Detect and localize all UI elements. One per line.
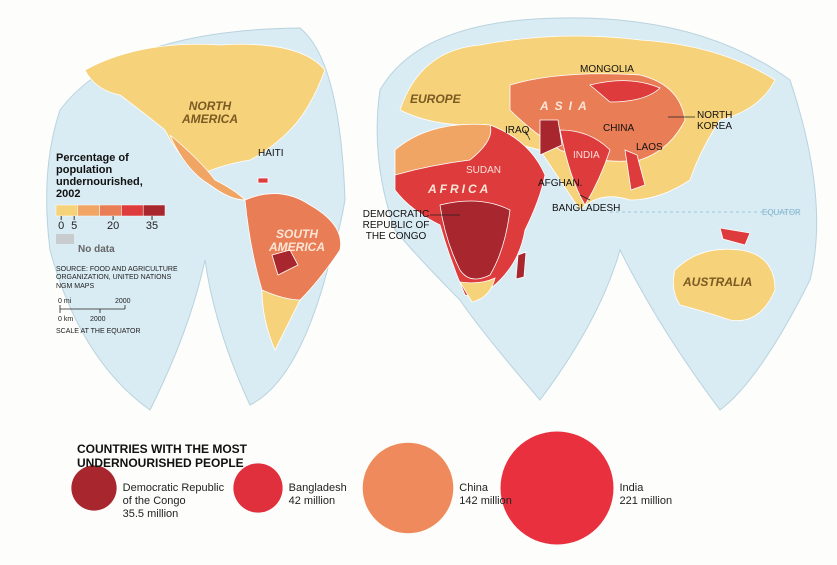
bubble-value: 35.5 million [122,508,179,520]
papua [719,227,751,246]
bubble-name: China [459,482,489,494]
bolivia [271,249,299,276]
scale-bar [59,305,126,313]
south-africa [459,277,496,303]
legend-tick-label: 35 [146,220,158,232]
bubble [500,431,614,545]
no-data-label: No data [78,244,115,255]
legend-bar: 0 5 20 35 [55,204,166,244]
continent-label: AFRICA [428,182,492,196]
country-label: LAOS [636,142,663,153]
madagascar [515,251,527,280]
land [84,35,776,351]
bubble [233,463,283,513]
continent-label: AUSTRALIA [683,275,753,289]
leaders [430,116,695,216]
continent-label: SOUTH AMERICA [269,227,325,254]
continent-label: ASIA [540,99,593,113]
country-label: DEMOCRATIC REPUBLIC OF THE CONGO [362,209,430,242]
scale-label: 2000 [90,316,106,323]
legend-tick-label: 20 [107,220,119,232]
north-africa [394,123,492,176]
bubble-name: Democratic Republic of the Congo [122,482,225,507]
central-africa [439,200,511,280]
mongolia [589,80,661,103]
country-label: IRAQ [505,125,530,136]
legend-swatch [121,204,144,217]
country-label: BANGLADESH [552,203,621,214]
bubble-name: India [619,482,644,494]
bubble-value: 142 million [459,495,512,507]
credit: NGM MAPS [56,283,95,290]
north-america [84,43,326,176]
australia [672,248,776,322]
bubble-value: 42 million [288,495,336,507]
laos [624,149,646,191]
bubble [71,465,117,511]
scale-label: 0 km [58,316,74,323]
bubble-name: Bangladesh [288,482,347,494]
continent-label: NORTH AMERICA [182,99,238,126]
country-label: SUDAN [466,165,502,176]
scale-note: SCALE AT THE EQUATOR [56,328,141,335]
bubble-title: COUNTRIES WITH THE MOST UNDERNOURISHED P… [77,442,247,470]
scale-label: 2000 [115,298,131,305]
no-data-swatch [56,234,74,244]
legend-tick-label: 0 [58,220,64,232]
country-label: INDIA [573,150,600,161]
equator-label: EQUATOR [762,208,801,217]
south-cone [261,289,301,351]
bubble [362,442,454,534]
afghanistan [539,119,563,156]
legend-tick-label: 5 [71,220,77,232]
country-label: MONGOLIA [580,64,634,75]
country-label: HAITI [258,148,284,159]
leader [524,129,531,141]
leader [579,194,591,201]
scale-label: 0 mi [58,298,72,305]
country-label: AFGHAN. [538,178,583,189]
haiti [257,177,269,184]
legend-swatch [77,204,100,217]
legend-swatch [99,204,122,217]
legend-swatch [142,204,166,217]
legend-swatch [55,204,79,217]
source: SOURCE: FOOD AND AGRICULTURE ORGANIZATIO… [56,266,178,281]
bubble-value: 221 million [619,495,673,507]
bubble-legend [71,431,614,545]
legend-title: Percentage of population undernourished,… [56,152,143,200]
continent-label: EUROPE [410,92,461,106]
country-label: NORTH KOREA [697,110,733,132]
india-region [559,129,611,206]
country-label: CHINA [603,123,635,134]
